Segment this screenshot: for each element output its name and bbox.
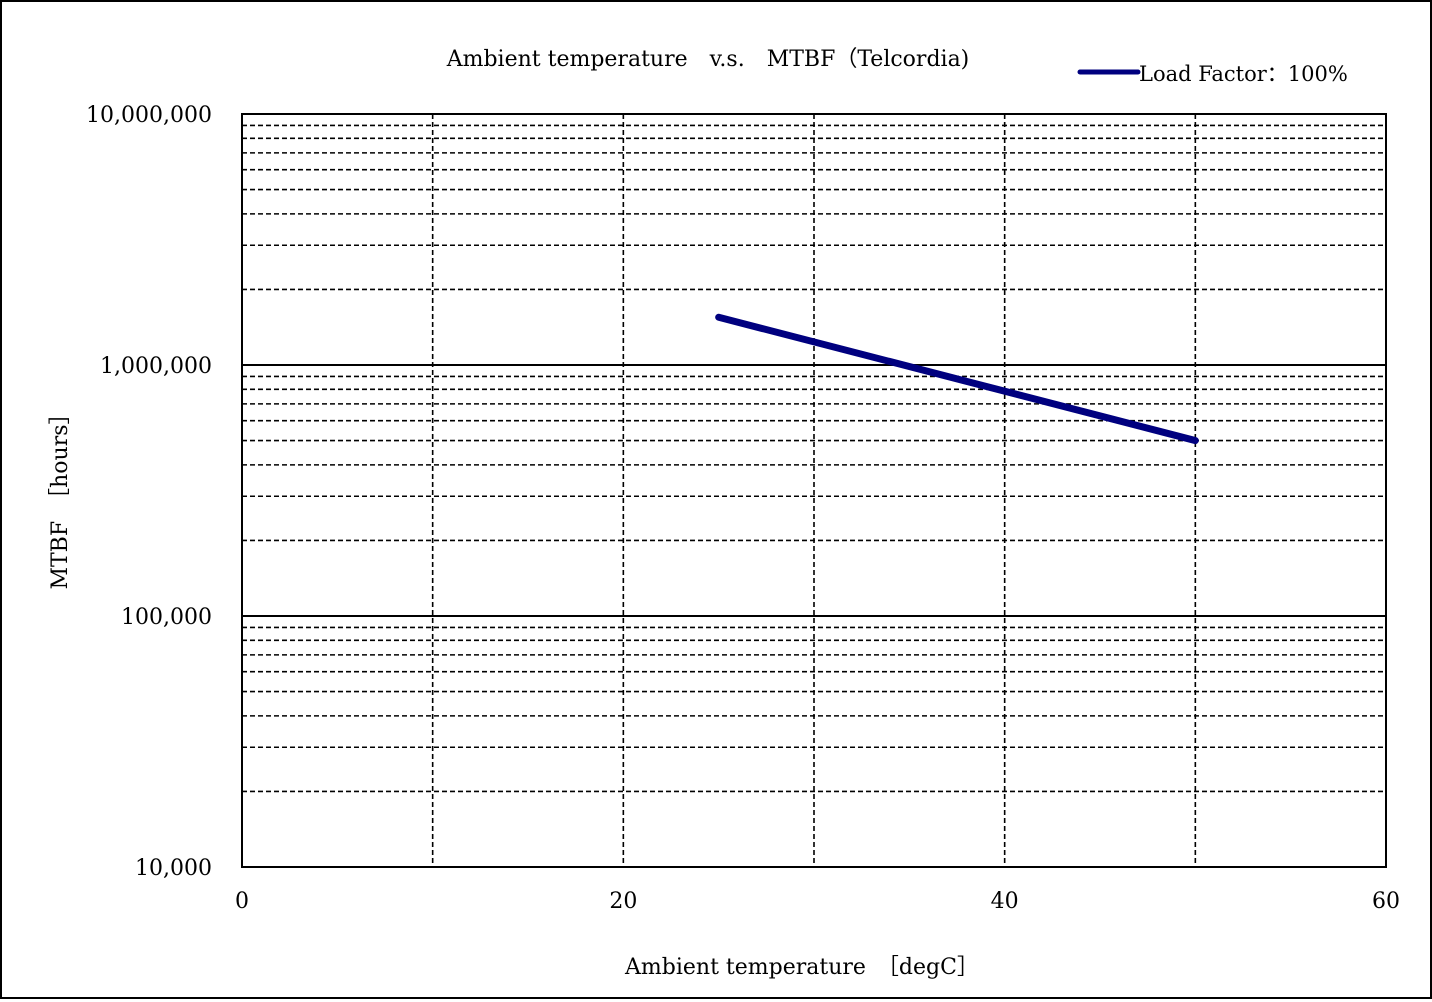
series-line-load-factor-100 <box>715 313 1199 445</box>
legend: Load Factor：100% <box>1077 62 1348 86</box>
x-axis-label: Ambient temperature ［degC］ <box>624 955 979 980</box>
chart-title: Ambient temperature v.s. MTBF（Telcordia) <box>446 47 970 72</box>
legend-label: Load Factor：100% <box>1139 62 1348 86</box>
x-tick-label: 0 <box>235 889 249 914</box>
x-tick-label: 60 <box>1372 889 1400 914</box>
y-tick-label: 10,000 <box>135 856 212 881</box>
y-tick-label: 10,000,000 <box>86 103 212 128</box>
series-layer <box>715 313 1199 445</box>
grid-layer <box>241 113 1387 868</box>
plot-area-border <box>241 113 1387 868</box>
y-tick-label: 1,000,000 <box>100 354 212 379</box>
y-tick-label: 100,000 <box>121 605 212 630</box>
x-tick-label: 40 <box>991 889 1019 914</box>
text-layer: Ambient temperature v.s. MTBF（Telcordia)… <box>48 47 1400 980</box>
y-axis-label: MTBF ［hours］ <box>48 402 73 589</box>
x-tick-label: 20 <box>609 889 637 914</box>
